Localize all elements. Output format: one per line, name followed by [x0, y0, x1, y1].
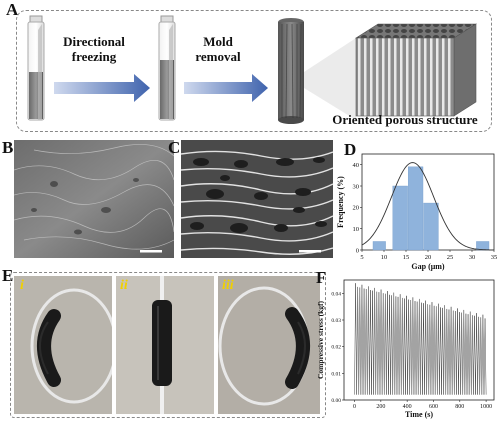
- panel-e-frame: [10, 272, 326, 418]
- frozen-rod: [278, 18, 304, 124]
- panel-label-d: D: [344, 140, 357, 159]
- hist-xtick-label-0: 5: [360, 254, 363, 261]
- line-xlabel: Time (s): [405, 410, 433, 419]
- hist-xtick-label-5: 30: [469, 254, 476, 261]
- hist-fit-curve: [361, 162, 495, 251]
- photo-i: [14, 276, 112, 414]
- hist-bar-1: [392, 185, 408, 251]
- scale-bar-b: [140, 250, 162, 253]
- line-xtick-label-1: 200: [376, 404, 385, 410]
- line-xtick-label-2: 400: [403, 404, 412, 410]
- hist-xtick-label-1: 10: [381, 254, 388, 261]
- line-xtick-label-4: 800: [455, 404, 464, 410]
- zoom-wedge: [304, 38, 356, 120]
- hist-xtick-label-6: 35: [491, 254, 498, 261]
- panel-label-f: F: [316, 268, 327, 287]
- hist-ytick-label-3: 30: [353, 183, 360, 190]
- sem-image-b: [14, 140, 174, 258]
- hist-ytick-label-4: 40: [353, 162, 360, 169]
- line-ytick-label-2: 0.02: [331, 345, 341, 351]
- mold-tube-1: [27, 15, 45, 121]
- line-ytick-label-0: 0.00: [331, 398, 341, 404]
- hist-bar-3: [423, 202, 439, 251]
- sem-image-c: [181, 140, 333, 258]
- hist-ytick-label-2: 20: [353, 205, 360, 212]
- hist-xtick-label-3: 20: [425, 254, 432, 261]
- photo-ii: [116, 276, 214, 414]
- line-ylabel: Compressive stress (kgf): [316, 300, 325, 379]
- panel-a-frame: [16, 10, 492, 132]
- line-frame: [343, 279, 495, 401]
- panel-label-a: A: [6, 0, 19, 19]
- step1-label: Directional freezing: [54, 34, 134, 64]
- photo-ii-label: ii: [120, 278, 128, 293]
- panel-label-b: B: [2, 138, 14, 157]
- line-xtick-label-0: 0: [353, 404, 356, 410]
- line-ytick-label-1: 0.01: [331, 371, 341, 377]
- step2-label-line1: Mold: [203, 34, 233, 49]
- panel-label-e: E: [2, 266, 14, 285]
- step1-label-line1: Directional: [63, 34, 125, 49]
- hist-xtick-label-4: 25: [447, 254, 454, 261]
- hist-bar-0: [372, 241, 386, 251]
- hist-xtick-label-2: 15: [403, 254, 410, 261]
- line-ytick-label-3: 0.03: [331, 318, 341, 324]
- mold-tube-2: [158, 15, 176, 121]
- scale-bar-c: [299, 250, 321, 253]
- line-ytick-label-4: 0.04: [331, 291, 341, 297]
- hist-ylabel: Frequency (%): [336, 176, 345, 228]
- panel-a-illustration: [27, 15, 478, 124]
- line-xtick-label-5: 1000: [480, 404, 492, 410]
- photo-iii: [218, 276, 320, 414]
- process-arrow-2: [184, 74, 268, 102]
- step1-label-line2: freezing: [71, 49, 117, 64]
- hist-ytick-label-1: 10: [353, 226, 360, 233]
- photo-i-label: i: [20, 278, 24, 293]
- step2-label-line2: removal: [195, 49, 241, 64]
- process-arrow-1: [54, 74, 150, 102]
- line-xtick-label-3: 600: [429, 404, 438, 410]
- cyclic-stress-chart: 0 200 400 600 800 1000 0.00 0.01 0.02 0.03 0.04 Tim…: [316, 279, 495, 419]
- panel-label-c: C: [168, 138, 181, 157]
- histogram-chart: 5 10 15 20 25 30 35 0 10 20 30 40 Gap (μm) Frequency …: [336, 153, 498, 271]
- hist-bar-2: [407, 166, 424, 251]
- result-label: Oriented porous structure: [332, 112, 478, 127]
- porous-block: [354, 23, 478, 117]
- hist-xlabel: Gap (μm): [411, 262, 445, 271]
- stress-series: [354, 283, 487, 395]
- photo-iii-label: iii: [222, 278, 234, 293]
- hist-ytick-label-0: 0: [356, 247, 359, 254]
- hist-bar-4: [476, 241, 490, 251]
- step2-label: Mold removal: [186, 34, 250, 64]
